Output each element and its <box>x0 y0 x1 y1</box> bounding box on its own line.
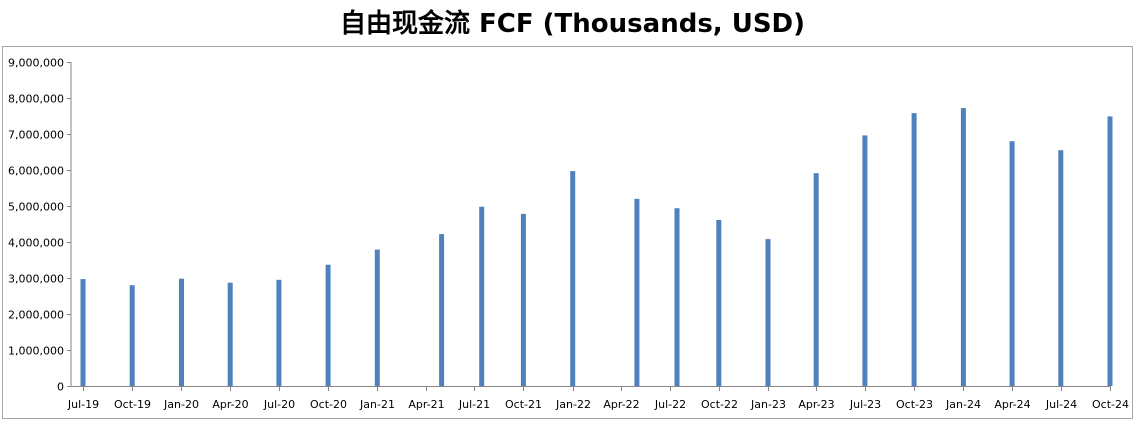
bars <box>80 108 1113 387</box>
x-tick-label: Jan-20 <box>163 398 199 411</box>
y-tick-label: 7,000,000 <box>8 129 64 142</box>
bar-2021-07-15 <box>479 206 485 386</box>
x-tick-label: Jul-20 <box>263 398 295 411</box>
chart-frame <box>2 46 1133 419</box>
bar-2022-07-15 <box>674 208 680 386</box>
x-tick-label: Oct-23 <box>896 398 933 411</box>
x-tick-label: Oct-21 <box>505 398 542 411</box>
y-tick-label: 2,000,000 <box>8 309 64 322</box>
x-tick-label: Apr-22 <box>603 398 639 411</box>
bar-2019-10-01 <box>129 285 135 386</box>
x-tick-label: Apr-21 <box>408 398 444 411</box>
x-tick-label: Jul-23 <box>849 398 881 411</box>
x-tick-label: Oct-24 <box>1092 398 1129 411</box>
bar-2022-10-01 <box>716 220 722 386</box>
bar-2020-01-01 <box>179 278 184 386</box>
x-tick-label: Oct-19 <box>114 398 151 411</box>
y-axis: 0 1,000,000 2,000,000 3,000,000 4,000,000 5,0… <box>8 57 72 394</box>
x-tick-label: Jan-24 <box>945 398 981 411</box>
bar-2021-05-01 <box>439 234 445 386</box>
bar-2022-05-01 <box>634 198 640 386</box>
x-tick-label: Apr-24 <box>994 398 1030 411</box>
y-tick-label: 0 <box>57 381 64 394</box>
bar-2024-04-01 <box>1009 141 1015 386</box>
x-tick-label: Jan-21 <box>359 398 395 411</box>
bar-2023-01-01 <box>765 239 771 386</box>
y-tick-label: 8,000,000 <box>8 93 64 106</box>
y-tick-label: 1,000,000 <box>8 345 64 358</box>
bar-2020-07-01 <box>276 279 282 386</box>
x-tick-label: Jan-22 <box>555 398 591 411</box>
bar-2023-04-01 <box>813 173 819 386</box>
bar-2020-10-01 <box>325 264 331 386</box>
bar-2021-10-01 <box>520 213 526 386</box>
x-tick-label: Jul-21 <box>458 398 490 411</box>
x-axis: Jul-19 Oct-19 Jan-20 Apr-20 Jul-20 Oct-20 Jan-… <box>67 386 1129 411</box>
x-tick-label: Jul-24 <box>1045 398 1077 411</box>
bar-2024-10-01 <box>1107 116 1113 387</box>
bar-2023-10-01 <box>911 113 917 386</box>
x-tick-label: Apr-20 <box>212 398 248 411</box>
x-tick-label: Jan-23 <box>750 398 786 411</box>
bar-2022-01-01 <box>570 171 576 386</box>
x-tick-label: Jul-22 <box>654 398 686 411</box>
x-tick-label: Jul-19 <box>67 398 99 411</box>
bar-2019-07-01 <box>80 279 86 386</box>
x-tick-label: Oct-20 <box>310 398 347 411</box>
bar-2023-07-01 <box>862 135 868 386</box>
chart-title: 自由现金流 FCF (Thousands, USD) <box>339 9 806 39</box>
bar-2024-01-01 <box>960 108 966 386</box>
y-tick-label: 5,000,000 <box>8 201 64 214</box>
bar-2024-07-01 <box>1058 150 1064 386</box>
x-tick-label: Oct-22 <box>701 398 738 411</box>
y-tick-label: 6,000,000 <box>8 165 64 178</box>
bar-2021-01-01 <box>374 249 380 386</box>
x-tick-label: Apr-23 <box>798 398 834 411</box>
y-tick-label: 9,000,000 <box>8 57 64 70</box>
bar-2020-04-01 <box>227 282 233 386</box>
y-tick-label: 3,000,000 <box>8 273 64 286</box>
y-tick-label: 4,000,000 <box>8 237 64 250</box>
